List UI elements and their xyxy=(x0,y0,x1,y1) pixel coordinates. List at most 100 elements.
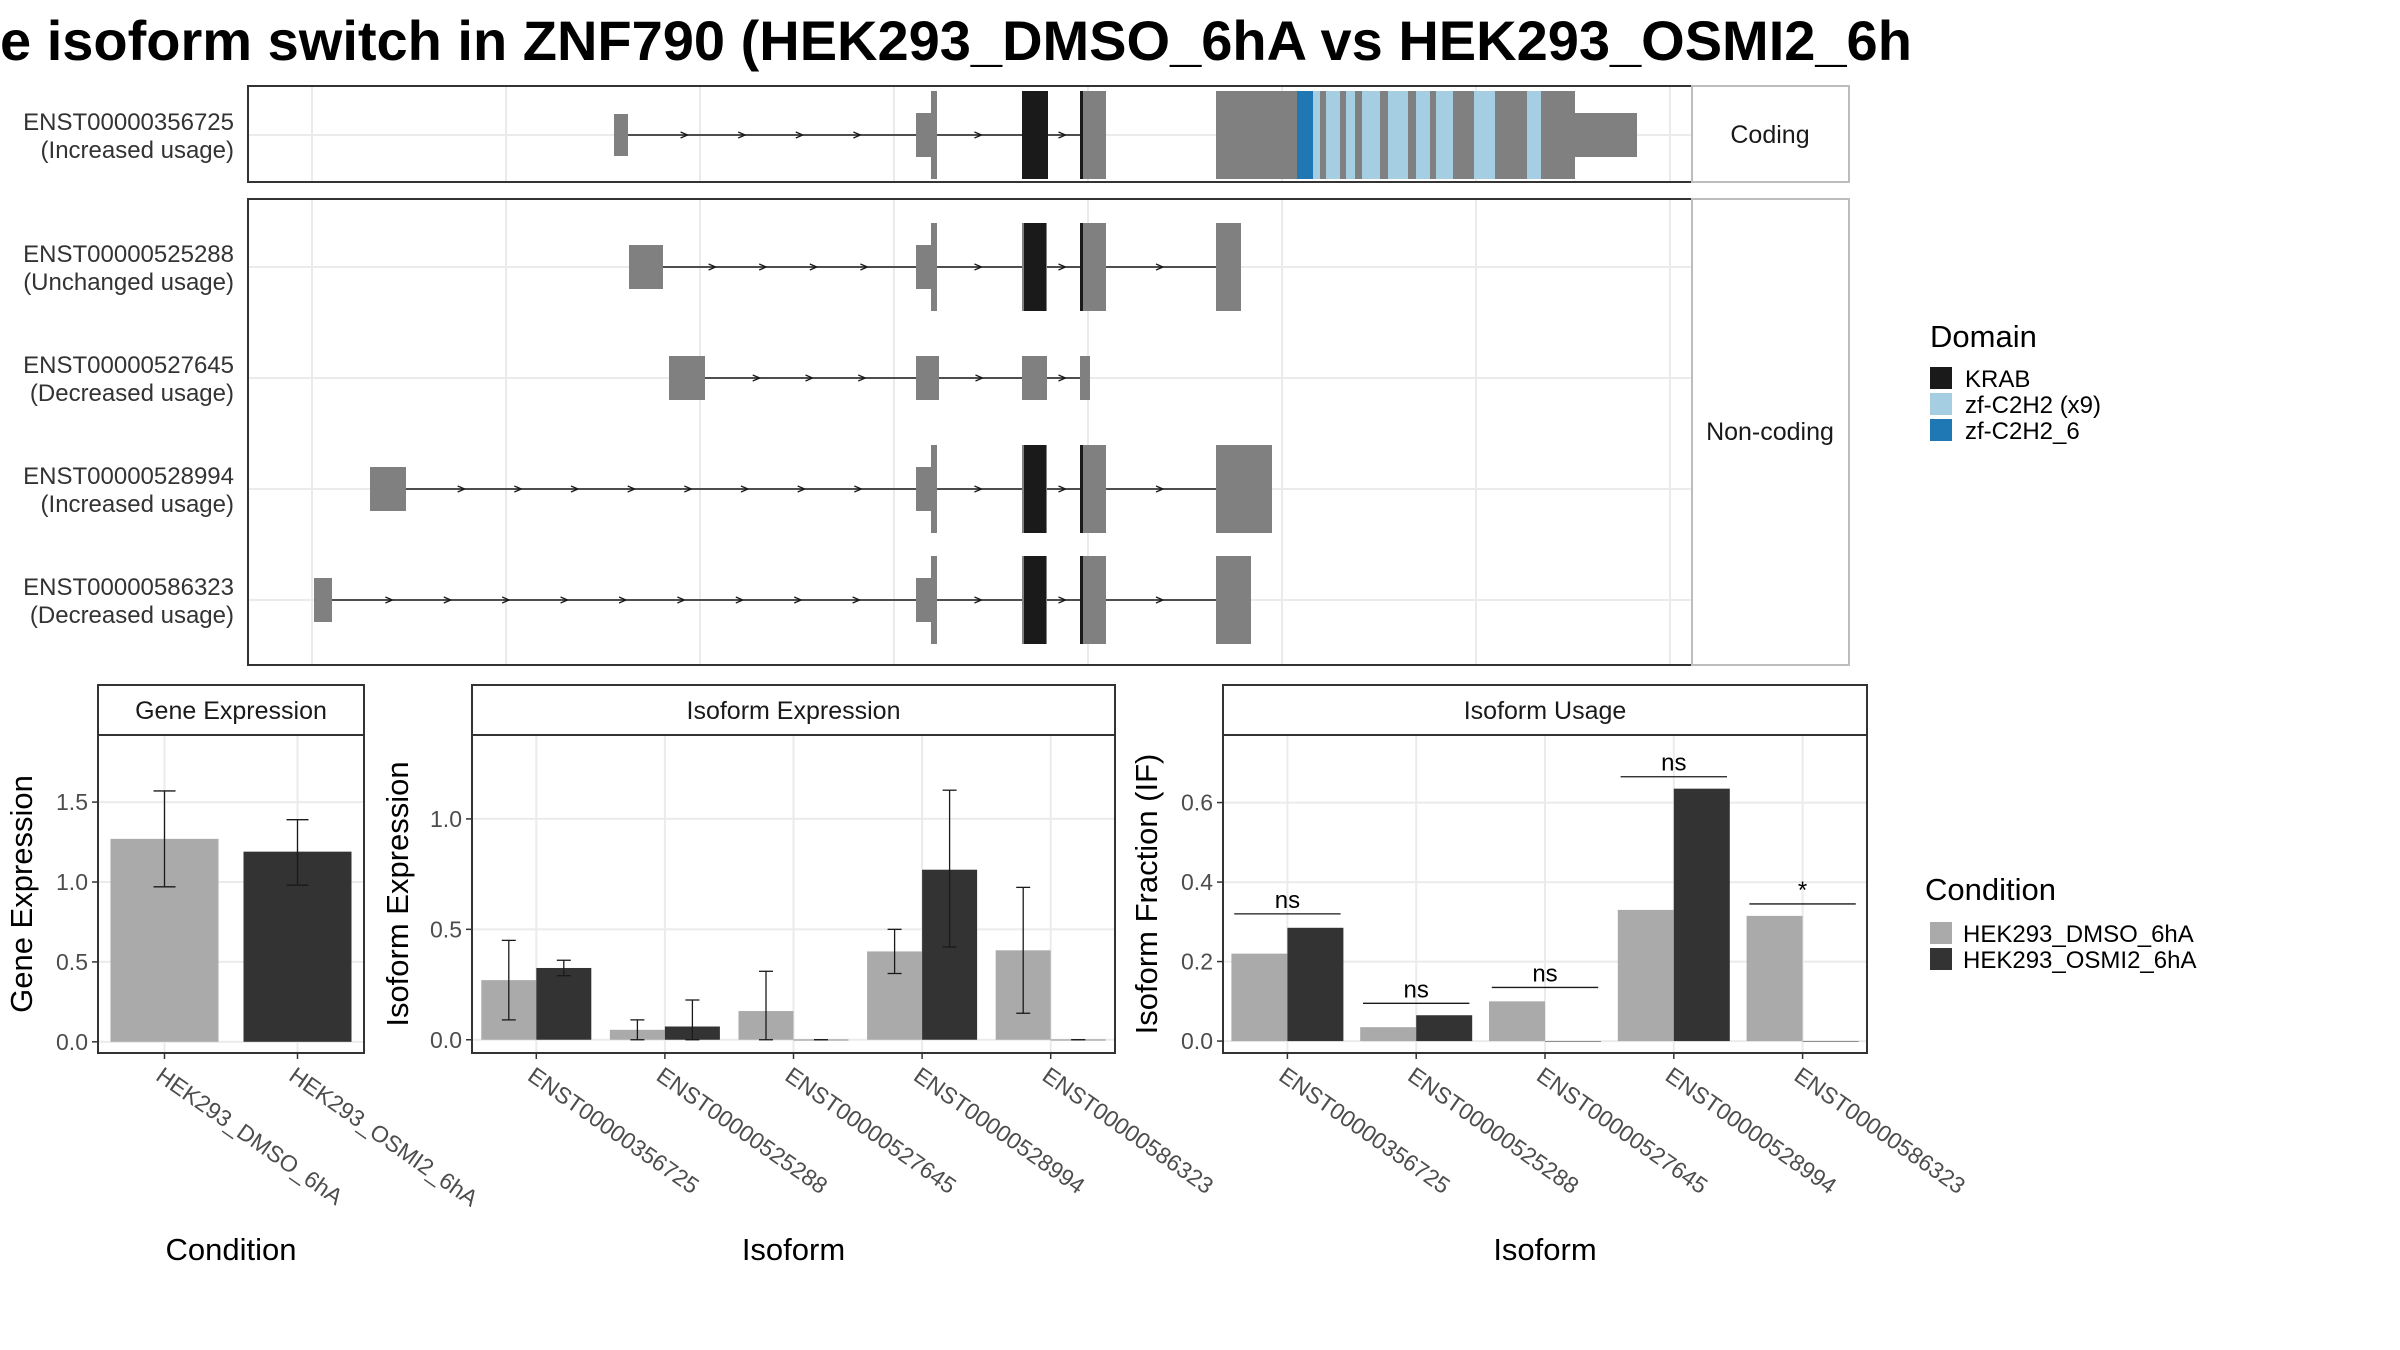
exon xyxy=(1024,356,1046,400)
krab-domain-edge xyxy=(1080,556,1083,644)
transcript-label-ENST00000527645: ENST00000527645 xyxy=(23,352,234,379)
exon xyxy=(629,245,663,289)
legend-key-zf-c2h2-6 xyxy=(1930,419,1952,441)
intron-arrow xyxy=(618,596,628,604)
intron-arrow xyxy=(1058,596,1068,604)
y-tick-label: 0.5 xyxy=(430,916,462,942)
transcript-labels: ENST00000356725(Increased usage)ENST0000… xyxy=(23,109,234,629)
zf-c2h2-domain xyxy=(1326,91,1340,179)
krab-domain-edge xyxy=(1080,445,1083,533)
exon xyxy=(931,445,937,533)
legend-key-krab xyxy=(1930,367,1952,389)
intron-arrow xyxy=(975,374,985,382)
intron-arrow xyxy=(385,596,395,604)
intron-arrow xyxy=(677,596,687,604)
zf-c2h2-domain xyxy=(1474,91,1495,179)
facet-strip-coding xyxy=(1691,85,1850,183)
exon xyxy=(1216,445,1272,533)
intron-arrow xyxy=(793,596,803,604)
facet-label-noncoding: Non-coding xyxy=(1706,418,1834,446)
facet-strip-title: Gene Expression xyxy=(135,697,327,725)
facet-strip-noncoding xyxy=(1691,198,1850,666)
facet-strip xyxy=(1222,684,1868,736)
exon xyxy=(931,91,937,179)
y-tick-label: 0.6 xyxy=(1181,790,1213,816)
transcript-label-ENST00000586323: ENST00000586323 xyxy=(23,574,234,601)
legend-label-zf-c2h2-x9: zf-C2H2 (x9) xyxy=(1965,392,2101,419)
bar xyxy=(1746,915,1803,1042)
intron-arrow xyxy=(560,596,570,604)
transcript-structure-plot: Coding Non-coding ENST00000356725(Increa… xyxy=(23,85,1850,666)
bar xyxy=(1802,1041,1859,1042)
bar xyxy=(1489,1001,1545,1042)
exon xyxy=(1080,356,1090,400)
intron-arrow xyxy=(797,485,807,493)
intron-arrow xyxy=(795,131,805,139)
bar xyxy=(1416,1015,1473,1042)
intron-arrow xyxy=(758,263,768,271)
y-tick-label: 0.0 xyxy=(56,1029,88,1055)
domain-legend-title: Domain xyxy=(1930,319,2037,354)
legend-key-zf-c2h2-x9 xyxy=(1930,393,1952,415)
zf-c2h2-domain xyxy=(1346,91,1355,179)
zf-c2h2-domain xyxy=(1527,91,1541,179)
zf-c2h2-domain xyxy=(1313,91,1320,179)
exon xyxy=(931,223,937,311)
y-axis-title: Gene Expression xyxy=(4,775,39,1013)
facet-strip-title: Isoform Usage xyxy=(1464,697,1627,725)
intron-arrow xyxy=(853,131,863,139)
transcript-usage-label: (Increased usage) xyxy=(41,491,234,518)
x-axis-title: Condition xyxy=(166,1232,297,1267)
facet-strip xyxy=(97,684,365,736)
intron-arrow xyxy=(457,485,467,493)
exon xyxy=(370,467,406,511)
exon xyxy=(614,114,628,156)
intron-arrow xyxy=(1155,596,1165,604)
isoform-usage-chart: 0.00.20.40.6ENST00000356725ENST000005252… xyxy=(1129,684,1970,1267)
intron-arrow xyxy=(1155,263,1165,271)
intron-arrow xyxy=(684,485,693,493)
intron-arrow xyxy=(737,131,747,139)
krab-domain xyxy=(1024,556,1046,644)
zf-c2h2-domain xyxy=(1362,91,1380,179)
transcript-track-ENST00000527645 xyxy=(669,356,1090,400)
krab-domain xyxy=(1024,223,1046,311)
exon xyxy=(916,356,939,400)
krab-domain-edge xyxy=(1080,223,1083,311)
transcript-usage-label: (Unchanged usage) xyxy=(23,269,234,296)
utr-exon xyxy=(1575,113,1637,157)
intron-arrow xyxy=(740,485,750,493)
bar xyxy=(1287,927,1344,1042)
significance-label: ns xyxy=(1661,750,1686,777)
y-tick-label: 0.5 xyxy=(56,949,88,975)
exon xyxy=(1080,91,1106,179)
legend-label-osmi2: HEK293_OSMI2_6hA xyxy=(1963,947,2196,974)
legend-label-zf-c2h2-6: zf-C2H2_6 xyxy=(1965,418,2080,445)
y-tick-label: 1.5 xyxy=(56,789,88,815)
exon xyxy=(916,578,934,622)
exon xyxy=(916,113,934,157)
intron-arrow xyxy=(501,596,511,604)
transcript-track-ENST00000528994 xyxy=(370,445,1272,533)
significance-label: ns xyxy=(1404,976,1429,1003)
bar xyxy=(536,967,592,1040)
structure-tracks xyxy=(314,91,1637,644)
intron-arrow xyxy=(809,263,819,271)
exon xyxy=(669,356,705,400)
facet-strip xyxy=(471,684,1116,736)
exon xyxy=(314,578,332,622)
domain-legend: Domain KRAB zf-C2H2 (x9) zf-C2H2_6 xyxy=(1930,319,2101,445)
intron-arrow xyxy=(852,596,862,604)
legend-label-dmso: HEK293_DMSO_6hA xyxy=(1963,921,2194,948)
exon xyxy=(1080,223,1106,311)
significance-label: * xyxy=(1798,877,1807,904)
intron-arrow xyxy=(974,263,984,271)
intron-arrow xyxy=(974,131,984,139)
krab-domain xyxy=(1022,91,1048,179)
intron-arrow xyxy=(627,485,637,493)
x-axis-title: Isoform xyxy=(742,1232,845,1267)
intron-arrow xyxy=(857,374,867,382)
facet-label-coding: Coding xyxy=(1730,121,1809,149)
bar xyxy=(1360,1027,1417,1042)
